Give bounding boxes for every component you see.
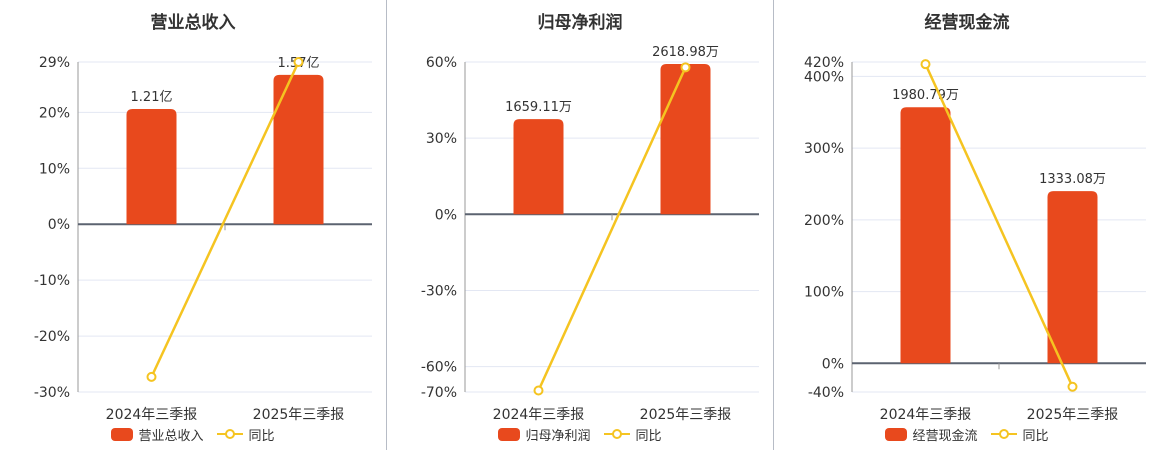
yoy-line[interactable] (537, 66, 687, 391)
y-tick-label: -40% (808, 385, 844, 401)
yoy-line[interactable] (150, 61, 300, 378)
chart-plot: 420%400% 300% 200% 100% 0% -40% 1980.79万 1333.0… (804, 55, 1146, 401)
y-tick-label: 10% (39, 161, 70, 177)
bar-value-label: 1980.79万 (892, 88, 959, 103)
yoy-marker[interactable] (533, 385, 544, 396)
chart-title: 营业总收入 (150, 13, 236, 33)
bar-swatch-icon (111, 427, 134, 441)
legend-bar-label: 经营现金流 (912, 428, 978, 444)
y-tick-label: 100% (804, 285, 844, 301)
bar-value-label: 1333.08万 (1039, 172, 1106, 187)
y-tick-label: -20% (34, 329, 70, 345)
legend-line-label: 同比 (1022, 428, 1049, 444)
y-tick-label: 420% (804, 55, 844, 71)
x-label-period-1: 2024年三季报 (492, 407, 585, 423)
chart-title: 经营现金流 (924, 13, 1010, 33)
y-tick-label: -10% (34, 273, 70, 289)
y-tick-label: 29% (39, 55, 70, 71)
yoy-marker[interactable] (920, 59, 931, 70)
yoy-marker[interactable] (1067, 381, 1078, 392)
x-label-period-2: 2025年三季报 (1026, 407, 1119, 423)
chart-plot: 29%20%10%0%-10%-20%-30%1.21亿1.57亿 (34, 55, 372, 401)
y-tick-label: -70% (421, 385, 457, 401)
bar-value-label: 1.21亿 (131, 90, 173, 105)
bar-2024年三季报[interactable] (513, 119, 564, 215)
y-tick-label: 30% (426, 131, 457, 147)
legend: 经营现金流 同比 (774, 424, 1160, 444)
bar-2024年三季报[interactable] (126, 108, 177, 225)
bar-2024年三季报[interactable] (900, 107, 951, 364)
x-label-period-2: 2025年三季报 (252, 407, 345, 423)
x-axis-labels: 2024年三季报 2025年三季报 (387, 402, 773, 424)
legend-item-line-series[interactable]: 同比 (603, 425, 662, 444)
legend-item-line-series[interactable]: 同比 (216, 425, 275, 444)
yoy-marker[interactable] (680, 62, 691, 73)
y-tick-label: 300% (804, 141, 844, 157)
legend-item-bar-series[interactable]: 营业总收入 (111, 425, 204, 444)
y-tick-label: 0% (435, 207, 457, 223)
line-marker-icon (603, 429, 630, 439)
x-label-period-2: 2025年三季报 (639, 407, 732, 423)
y-tick-label: -30% (421, 283, 457, 299)
y-tick-label: 0% (822, 356, 844, 372)
x-label-period-1: 2024年三季报 (105, 407, 198, 423)
legend-item-line-series[interactable]: 同比 (990, 425, 1049, 444)
bar-2025年三季报[interactable] (1047, 191, 1098, 364)
x-axis-labels: 2024年三季报 2025年三季报 (0, 402, 386, 424)
line-marker-icon (990, 429, 1017, 439)
line-marker-icon (216, 429, 243, 439)
y-tick-label: 20% (39, 105, 70, 121)
yoy-marker[interactable] (146, 371, 157, 382)
y-tick-label: 400% (804, 69, 844, 85)
legend-bar-label: 营业总收入 (138, 428, 204, 444)
legend: 归母净利润 同比 (387, 424, 773, 444)
bar-swatch-icon (885, 427, 908, 441)
legend-item-bar-series[interactable]: 归母净利润 (498, 425, 591, 444)
bar-swatch-icon (498, 427, 521, 441)
legend: 营业总收入 同比 (0, 424, 386, 444)
y-tick-label: -30% (34, 385, 70, 401)
bar-value-label: 1659.11万 (505, 100, 572, 115)
legend-line-label: 同比 (635, 428, 662, 444)
chart-title: 归母净利润 (537, 13, 623, 33)
x-label-period-1: 2024年三季报 (879, 407, 972, 423)
y-tick-label: 200% (804, 213, 844, 229)
yoy-marker[interactable] (293, 57, 304, 67)
bar-value-label: 2618.98万 (652, 45, 719, 60)
legend-bar-label: 归母净利润 (525, 428, 591, 444)
x-axis-labels: 2024年三季报 2025年三季报 (774, 402, 1160, 424)
y-tick-label: 60% (426, 55, 457, 71)
legend-item-bar-series[interactable]: 经营现金流 (885, 425, 978, 444)
y-tick-label: -60% (421, 360, 457, 376)
legend-line-label: 同比 (248, 428, 275, 444)
chart-panel: 经营现金流 420% 400% 300% 200% 100% 0% -40% 1980.79万… (773, 0, 1160, 450)
chart-panel: 营业总收入 29%20%10%0%-10%-20%-30%1.21亿1.57亿 … (0, 0, 386, 450)
bar-2025年三季报[interactable] (273, 74, 324, 225)
yoy-line[interactable] (924, 63, 1074, 388)
y-tick-label: 0% (48, 217, 70, 233)
chart-plot: 60% 30% 0% -30% -60% -70% 1659.11万 2618.98万 (421, 45, 759, 401)
bar-2025年三季报[interactable] (660, 64, 711, 215)
chart-panel: 归母净利润 60% 30% 0% -30% -60% -70% 1659.11万 2618.9… (386, 0, 773, 450)
